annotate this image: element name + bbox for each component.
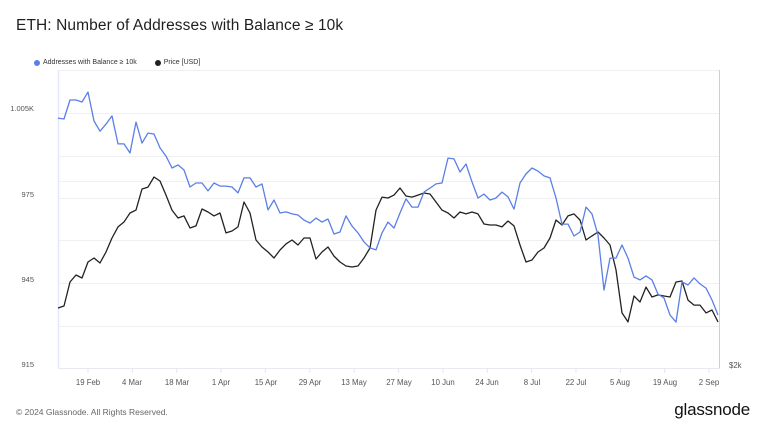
chart-legend: Addresses with Balance ≥ 10k Price [USD]: [34, 59, 200, 66]
addresses-series-line: [57, 91, 719, 323]
y-tick-945: 945: [21, 275, 34, 284]
legend-label-price: Price [USD]: [163, 59, 201, 66]
gridlines: [58, 70, 719, 327]
y-tick-1005k: 1.005K: [10, 104, 34, 113]
x-tick: 27 May: [386, 378, 412, 387]
y-tick-915: 915: [21, 360, 34, 369]
glassnode-logo: glassnode: [674, 400, 750, 419]
x-tick: 22 Jul: [565, 378, 587, 387]
page-title: ETH: Number of Addresses with Balance ≥ …: [16, 17, 344, 34]
x-tick: 5 Aug: [610, 378, 630, 387]
x-tick: 19 Aug: [652, 378, 678, 387]
price-series-line: [57, 176, 719, 323]
x-tick: 4 Mar: [122, 378, 142, 387]
legend-label-addresses: Addresses with Balance ≥ 10k: [43, 59, 137, 66]
x-tick: 24 Jun: [475, 378, 499, 387]
x-tick: 19 Feb: [75, 378, 101, 387]
x-tick: 15 Apr: [254, 378, 278, 387]
y-tick-975: 975: [21, 190, 34, 199]
x-tick: 29 Apr: [298, 378, 322, 387]
legend-dot-black-icon: [154, 59, 161, 66]
legend-item-price[interactable]: Price [USD]: [154, 59, 201, 66]
x-tick-marks: [87, 368, 710, 373]
x-tick: 18 Mar: [164, 378, 190, 387]
x-tick: 2 Sep: [698, 378, 720, 387]
x-tick: 1 Apr: [211, 378, 231, 387]
x-tick: 10 Jun: [431, 378, 455, 387]
copyright-text: © 2024 Glassnode. All Rights Reserved.: [16, 407, 168, 417]
right-tick-2k: $2k: [729, 361, 742, 370]
legend-item-addresses[interactable]: Addresses with Balance ≥ 10k: [34, 59, 137, 66]
x-tick: 8 Jul: [523, 378, 541, 387]
legend-dot-blue-icon: [34, 59, 40, 66]
x-tick: 13 May: [341, 378, 367, 387]
